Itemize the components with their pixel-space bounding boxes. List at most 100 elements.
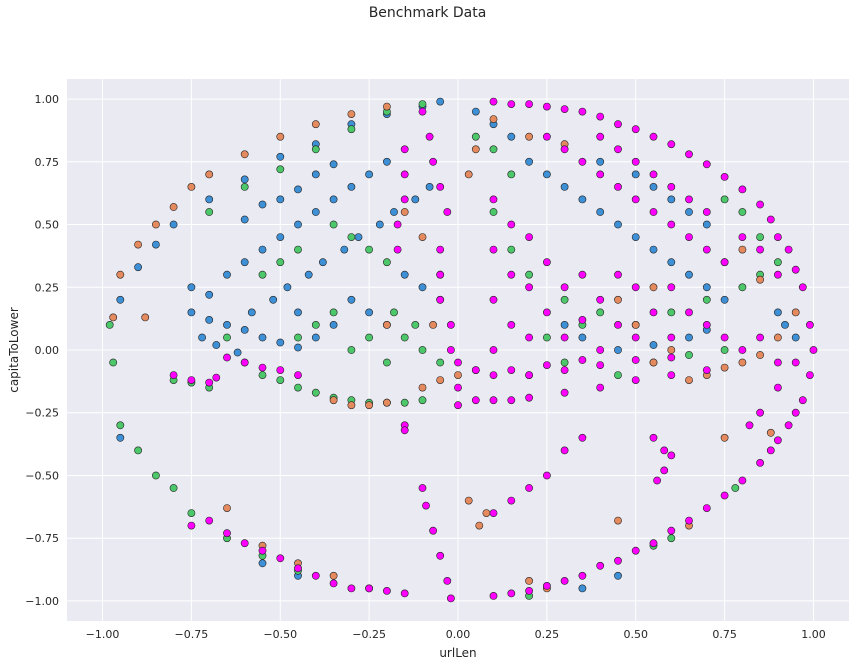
data-point-blue: [294, 220, 302, 229]
data-point-magenta: [614, 320, 622, 329]
data-point-magenta: [702, 504, 711, 512]
data-point-magenta: [446, 346, 455, 354]
data-point-blue: [276, 233, 285, 241]
data-point-orange: [205, 170, 214, 179]
data-point-magenta: [507, 366, 516, 374]
data-point-orange: [187, 182, 196, 191]
data-point-magenta: [400, 195, 409, 204]
data-point-magenta: [276, 366, 285, 374]
data-point-green: [685, 351, 693, 359]
y-tick-label: −1.00: [25, 595, 59, 608]
data-point-blue: [543, 170, 551, 179]
data-point-magenta: [614, 120, 622, 129]
data-point-blue: [329, 320, 338, 329]
data-point-green: [311, 388, 320, 397]
data-point-magenta: [578, 107, 587, 116]
data-point-blue: [631, 233, 640, 241]
data-point-magenta: [766, 446, 775, 455]
data-point-magenta: [489, 346, 498, 354]
data-point-magenta: [525, 283, 533, 292]
data-point-green: [489, 145, 498, 154]
data-point-orange: [471, 145, 480, 154]
data-point-magenta: [436, 182, 445, 191]
data-point-green: [418, 396, 427, 405]
data-point-magenta: [596, 170, 605, 179]
data-point-magenta: [614, 270, 622, 279]
y-tick-label: −0.75: [25, 532, 59, 545]
data-point-magenta: [543, 582, 551, 590]
data-point-magenta: [756, 408, 764, 417]
data-point-magenta: [543, 308, 551, 317]
data-point-blue: [720, 295, 729, 304]
data-point-blue: [578, 584, 587, 593]
data-point-green: [471, 132, 480, 141]
data-point-blue: [187, 308, 196, 317]
data-point-magenta: [543, 471, 551, 480]
data-point-magenta: [446, 320, 455, 329]
data-point-magenta: [784, 245, 793, 254]
data-point-magenta: [667, 283, 676, 292]
data-point-green: [411, 320, 420, 329]
data-point-orange: [169, 203, 178, 211]
data-point-magenta: [653, 476, 661, 485]
data-point-magenta: [525, 484, 533, 492]
data-point-blue: [596, 208, 605, 216]
data-point-blue: [329, 160, 338, 169]
data-point-green: [187, 509, 196, 517]
data-point-orange: [400, 208, 409, 216]
data-point-green: [151, 471, 160, 480]
data-point-magenta: [806, 371, 814, 379]
data-point-magenta: [454, 383, 462, 392]
data-point-blue: [240, 325, 249, 334]
data-point-orange: [525, 132, 533, 141]
data-point-green: [667, 308, 676, 317]
data-point-orange: [116, 270, 125, 279]
data-point-blue: [375, 220, 384, 229]
data-point-magenta: [418, 107, 427, 116]
data-point-magenta: [791, 358, 800, 367]
data-point-magenta: [631, 376, 640, 384]
data-point-magenta: [560, 366, 569, 374]
data-point-magenta: [443, 577, 452, 585]
data-point-orange: [329, 571, 338, 580]
data-point-magenta: [614, 145, 622, 154]
data-point-magenta: [791, 265, 800, 274]
data-point-blue: [258, 333, 267, 342]
data-point-magenta: [756, 333, 764, 342]
y-tick-label: 0.00: [35, 344, 60, 357]
data-point-magenta: [436, 245, 445, 254]
data-point-magenta: [400, 589, 409, 598]
data-point-magenta: [507, 270, 516, 279]
data-point-blue: [685, 270, 693, 279]
y-tick-label: 0.75: [35, 156, 60, 169]
data-point-blue: [283, 283, 292, 292]
data-point-blue: [134, 263, 142, 272]
data-point-green: [258, 371, 267, 379]
data-point-magenta: [756, 200, 764, 209]
data-point-blue: [578, 195, 587, 204]
data-point-blue: [390, 208, 398, 216]
data-point-magenta: [631, 283, 640, 292]
data-point-blue: [223, 320, 231, 329]
data-point-orange: [436, 376, 445, 384]
data-points: [105, 97, 818, 603]
y-tick-label: 0.50: [35, 219, 60, 232]
x-tick-label: 0.00: [446, 628, 471, 641]
data-point-magenta: [578, 433, 587, 442]
data-point-green: [489, 208, 498, 216]
data-point-green: [382, 258, 391, 267]
data-point-blue: [347, 295, 356, 304]
data-point-orange: [329, 396, 338, 405]
data-point-blue: [560, 320, 569, 329]
data-point-magenta: [667, 526, 676, 535]
x-tick-label: 0.50: [623, 628, 648, 641]
data-point-blue: [340, 245, 349, 254]
data-point-green: [240, 182, 249, 191]
data-point-magenta: [631, 546, 640, 555]
x-tick-label: 0.25: [535, 628, 560, 641]
data-point-orange: [141, 313, 150, 322]
data-point-magenta: [507, 496, 516, 505]
data-point-magenta: [756, 245, 764, 254]
data-point-magenta: [543, 258, 551, 267]
data-point-green: [614, 371, 622, 379]
